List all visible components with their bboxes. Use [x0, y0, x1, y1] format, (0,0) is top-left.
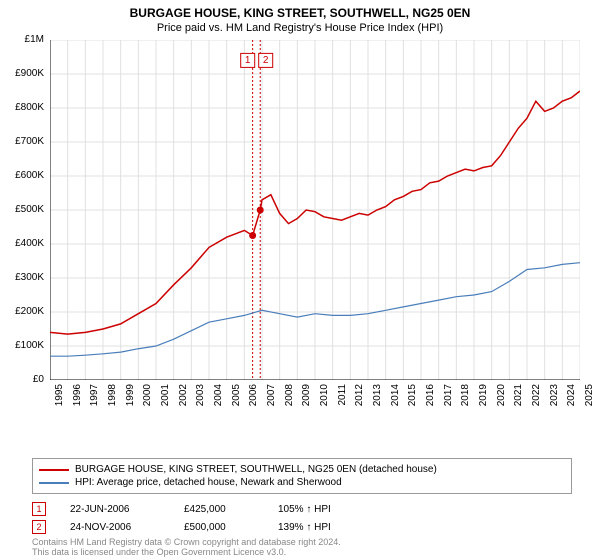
x-axis-label: 2018 — [460, 384, 471, 414]
sale-label-boxes: 12 — [241, 53, 273, 67]
x-axis-label: 2000 — [142, 384, 153, 414]
x-axis-label: 2022 — [531, 384, 542, 414]
legend-label: HPI: Average price, detached house, Newa… — [75, 477, 342, 488]
x-axis-label: 2001 — [160, 384, 171, 414]
sale-marker: 1 — [32, 502, 46, 516]
x-axis-label: 2005 — [231, 384, 242, 414]
gridlines — [50, 40, 580, 380]
chart-subtitle: Price paid vs. HM Land Registry's House … — [0, 20, 600, 40]
x-axis-label: 2015 — [407, 384, 418, 414]
x-axis-label: 1999 — [125, 384, 136, 414]
y-axis-label: £800K — [4, 102, 44, 113]
x-axis-label: 1998 — [107, 384, 118, 414]
legend-swatch — [39, 469, 69, 471]
y-axis-label: £200K — [4, 306, 44, 317]
y-axis-label: £900K — [4, 68, 44, 79]
x-axis-label: 2010 — [319, 384, 330, 414]
sale-price: £500,000 — [184, 522, 254, 533]
sale-marker: 2 — [32, 520, 46, 534]
legend-item: BURGAGE HOUSE, KING STREET, SOUTHWELL, N… — [39, 463, 565, 476]
y-axis-label: £700K — [4, 136, 44, 147]
chart-title: BURGAGE HOUSE, KING STREET, SOUTHWELL, N… — [0, 0, 600, 20]
x-axis-label: 2025 — [584, 384, 595, 414]
sale-row: 2 24-NOV-2006 £500,000 139% ↑ HPI — [32, 518, 368, 536]
y-axis-label: £100K — [4, 340, 44, 351]
svg-text:2: 2 — [263, 55, 269, 66]
x-axis-label: 2020 — [496, 384, 507, 414]
chart-svg: 12 — [50, 40, 580, 380]
x-axis-label: 1997 — [89, 384, 100, 414]
y-axis-label: £600K — [4, 170, 44, 181]
x-axis-label: 2013 — [372, 384, 383, 414]
legend-label: BURGAGE HOUSE, KING STREET, SOUTHWELL, N… — [75, 464, 437, 475]
x-axis-label: 2011 — [337, 384, 348, 414]
y-axis-label: £300K — [4, 272, 44, 283]
x-axis-label: 2014 — [390, 384, 401, 414]
footer-line2: This data is licensed under the Open Gov… — [32, 548, 341, 558]
legend-item: HPI: Average price, detached house, Newa… — [39, 476, 565, 489]
sale-row: 1 22-JUN-2006 £425,000 105% ↑ HPI — [32, 500, 368, 518]
legend-swatch — [39, 482, 69, 484]
legend: BURGAGE HOUSE, KING STREET, SOUTHWELL, N… — [32, 458, 572, 494]
svg-text:1: 1 — [245, 55, 251, 66]
sale-date: 24-NOV-2006 — [70, 522, 160, 533]
y-axis-label: £0 — [4, 374, 44, 385]
chart-container: BURGAGE HOUSE, KING STREET, SOUTHWELL, N… — [0, 0, 600, 560]
x-axis-label: 2016 — [425, 384, 436, 414]
y-axis-label: £400K — [4, 238, 44, 249]
sale-price: £425,000 — [184, 504, 254, 515]
chart-area: 12 £0£100K£200K£300K£400K£500K£600K£700K… — [0, 40, 600, 420]
sale-hpi: 105% ↑ HPI — [278, 504, 368, 515]
y-axis-label: £500K — [4, 204, 44, 215]
x-axis-label: 2021 — [513, 384, 524, 414]
x-axis-label: 1996 — [72, 384, 83, 414]
x-axis-label: 2007 — [266, 384, 277, 414]
y-axis-label: £1M — [4, 34, 44, 45]
x-axis-label: 2002 — [178, 384, 189, 414]
footer-text: Contains HM Land Registry data © Crown c… — [32, 538, 341, 558]
x-axis-label: 2009 — [301, 384, 312, 414]
sale-date: 22-JUN-2006 — [70, 504, 160, 515]
x-axis-label: 2003 — [195, 384, 206, 414]
x-axis-label: 2006 — [248, 384, 259, 414]
x-axis-label: 2012 — [354, 384, 365, 414]
x-axis-label: 2024 — [566, 384, 577, 414]
x-axis-label: 2019 — [478, 384, 489, 414]
sale-hpi: 139% ↑ HPI — [278, 522, 368, 533]
x-axis-label: 1995 — [54, 384, 65, 414]
x-axis-label: 2008 — [284, 384, 295, 414]
x-axis-label: 2023 — [549, 384, 560, 414]
sales-table: 1 22-JUN-2006 £425,000 105% ↑ HPI 2 24-NOV-20… — [32, 500, 368, 536]
x-axis-label: 2017 — [443, 384, 454, 414]
x-axis-label: 2004 — [213, 384, 224, 414]
